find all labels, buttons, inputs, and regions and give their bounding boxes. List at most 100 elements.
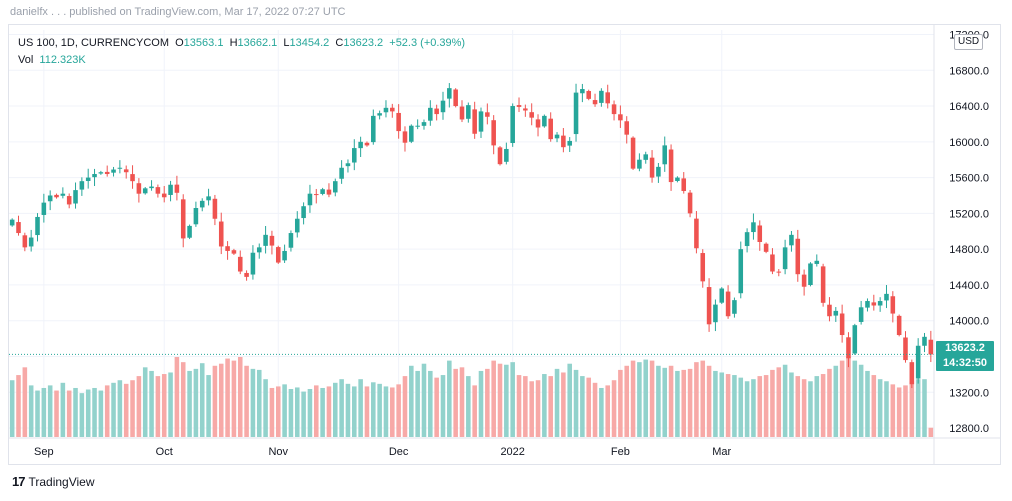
candle-body: [637, 159, 642, 169]
candle-body: [687, 192, 693, 214]
volume-bar: [833, 365, 839, 437]
candle-body: [548, 118, 553, 140]
candle-body: [738, 249, 744, 294]
candle-body: [339, 167, 344, 179]
candle-body: [41, 202, 47, 215]
volume-bar: [675, 370, 680, 437]
candle-body: [409, 125, 414, 142]
price-tick-label: 13200.0: [949, 387, 989, 399]
open-label: O: [175, 37, 184, 49]
volume-bar: [16, 375, 21, 437]
candle-body: [903, 337, 908, 361]
volume-bar: [744, 381, 750, 437]
candle-body: [643, 154, 649, 160]
candle-body: [516, 105, 522, 107]
volume-bar: [770, 369, 775, 437]
volume-bar: [865, 370, 870, 437]
candle-body: [580, 89, 585, 94]
volume-bar: [54, 390, 59, 437]
candle-body: [808, 263, 813, 286]
time-tick-label: Feb: [611, 446, 630, 458]
candle-body: [237, 256, 243, 272]
volume-bar: [485, 368, 490, 437]
candle-body: [700, 253, 706, 282]
candle-body: [421, 122, 427, 126]
volume-bar: [447, 360, 452, 437]
high-value: 13662.1: [237, 37, 278, 49]
candle-body: [675, 177, 680, 181]
volume-bar: [694, 362, 699, 437]
volume-bar: [73, 387, 78, 437]
candle-body: [206, 196, 211, 201]
volume-bar: [41, 387, 47, 437]
volume-bar: [510, 362, 515, 437]
candle-body: [371, 115, 376, 143]
volume-bar: [523, 376, 528, 437]
candle-body: [428, 107, 433, 121]
last-price-tag: 13623.2 14:32:50: [936, 341, 994, 371]
candle-body: [649, 157, 655, 178]
volume-bar: [535, 380, 541, 437]
candle-body: [624, 121, 630, 135]
volume-bar: [567, 363, 572, 437]
low-value: 13454.2: [289, 37, 330, 49]
candle-body: [54, 194, 59, 198]
currency-button[interactable]: USD: [954, 34, 984, 50]
volume-bar: [478, 370, 484, 437]
candle-body: [554, 134, 560, 139]
volume-bar: [827, 368, 832, 437]
candle-body: [890, 296, 896, 314]
volume-bar: [611, 380, 617, 437]
volume-bar: [871, 375, 877, 437]
volume-bar: [782, 364, 788, 437]
tradingview-brand[interactable]: 17 TradingView: [12, 474, 95, 489]
volume-label[interactable]: Vol: [18, 54, 34, 66]
candle-body: [630, 137, 636, 169]
candle-body: [364, 142, 370, 146]
candle-body: [155, 187, 161, 194]
close-value: 13623.2: [343, 37, 384, 49]
volume-bar: [149, 370, 154, 437]
volume-bar: [700, 360, 706, 437]
volume-bar: [681, 369, 687, 437]
volume-bar: [497, 363, 503, 437]
candle-body: [928, 339, 934, 355]
volume-bar: [573, 369, 579, 437]
high-label: H: [229, 37, 238, 49]
price-tick-label: 14000.0: [949, 316, 989, 328]
volume-bar: [529, 381, 534, 437]
volume-bar: [434, 377, 439, 437]
candle-body: [307, 193, 313, 206]
candle-body: [231, 250, 237, 254]
candle-body: [713, 304, 718, 323]
candle-body: [212, 198, 218, 219]
candle-body: [472, 109, 477, 134]
symbol-label[interactable]: US 100, 1D, CURRENCYCOM: [18, 37, 169, 49]
volume-bar: [738, 377, 744, 437]
candle-body: [294, 218, 300, 233]
volume-bar: [713, 370, 718, 437]
volume-bar: [161, 374, 167, 437]
time-tick-label: Oct: [156, 446, 173, 458]
change-value: +52.3 (+0.39%): [389, 37, 466, 49]
candle-body: [326, 189, 332, 195]
volume-bar: [706, 365, 712, 437]
candle-body: [523, 108, 528, 111]
candle-body: [9, 219, 15, 226]
volume-bar: [123, 383, 129, 437]
volume-bar: [839, 360, 845, 437]
volume-bar: [472, 385, 477, 437]
candle-body: [586, 91, 591, 99]
volume-bar: [624, 365, 630, 437]
candle-body: [662, 145, 668, 165]
candle-body: [440, 100, 446, 113]
candle-body: [491, 120, 496, 146]
candle-body: [111, 169, 116, 173]
candle-body: [459, 106, 465, 120]
candle-body: [28, 237, 34, 247]
time-tick-label: Nov: [268, 446, 288, 458]
volume-bar: [643, 359, 649, 437]
volume-bar: [814, 376, 820, 437]
volume-bar: [656, 365, 661, 437]
